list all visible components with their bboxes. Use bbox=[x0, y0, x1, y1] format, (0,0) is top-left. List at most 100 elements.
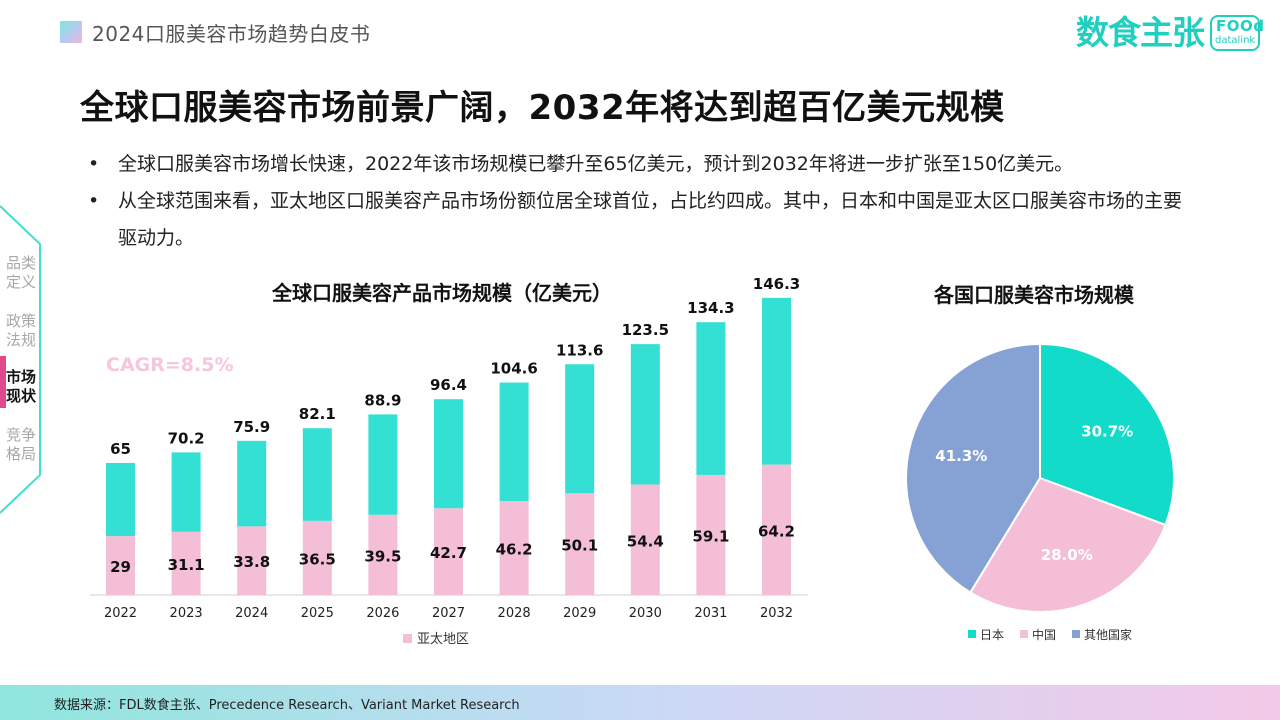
bar-chart-title: 全球口服美容产品市场规模（亿美元） bbox=[272, 281, 612, 305]
side-nav-frame bbox=[0, 205, 41, 514]
x-tick-label: 2028 bbox=[498, 606, 531, 621]
bar-segment-apac bbox=[630, 484, 660, 595]
x-tick-label: 2022 bbox=[104, 606, 137, 621]
bar-segment-rest bbox=[630, 344, 660, 485]
brand-logo-badge-top: FOOd bbox=[1216, 17, 1265, 35]
bar-segment-rest bbox=[696, 322, 726, 475]
pie-slice bbox=[968, 476, 1167, 613]
bar-segment-rest bbox=[499, 382, 529, 502]
side-nav-item-line: 定义 bbox=[6, 273, 37, 291]
x-tick-label: 2031 bbox=[694, 606, 727, 621]
pie-slice-label: 41.3% bbox=[935, 447, 987, 465]
side-nav-item-line: 竞争 bbox=[6, 426, 37, 444]
brand-logo-text: 数食主张 bbox=[1076, 13, 1205, 52]
header-logo-square bbox=[60, 21, 82, 43]
side-nav-item-category[interactable]: 品类 定义 bbox=[6, 254, 40, 292]
bullet-dot: • bbox=[88, 153, 100, 175]
bar-segment-apac bbox=[368, 514, 398, 595]
bar-segment-apac bbox=[434, 508, 463, 595]
side-nav-item-line: 法规 bbox=[6, 331, 37, 349]
bar-value-label-apac: 39.5 bbox=[364, 547, 401, 565]
footer-bar: 数据来源：FDL数食主张、Precedence Research、Variant… bbox=[0, 685, 1280, 720]
x-tick-label: 2025 bbox=[301, 606, 334, 621]
bar-segment-apac bbox=[302, 520, 332, 595]
header-section-title: 2024口服美容市场趋势白皮书 bbox=[92, 22, 371, 46]
bar-total-label: 65 bbox=[110, 440, 131, 458]
pie-slice-label: 28.0% bbox=[1041, 546, 1093, 564]
bar-total-label: 82.1 bbox=[299, 405, 336, 423]
bar-segment-apac bbox=[171, 531, 201, 595]
bullet-text: 全球口服美容市场增长快速，2022年该市场规模已攀升至65亿美元，预计到2032… bbox=[118, 153, 1074, 175]
pie-chart-title: 各国口服美容市场规模 bbox=[934, 283, 1134, 307]
bar-total-label: 146.3 bbox=[753, 275, 800, 293]
bar-segment-apac bbox=[762, 464, 791, 595]
bar-value-label-apac: 42.7 bbox=[430, 544, 467, 562]
bar-value-label-apac: 64.2 bbox=[758, 522, 795, 540]
bar-segment-rest bbox=[106, 462, 135, 537]
x-tick-label: 2024 bbox=[235, 606, 268, 621]
side-nav-active-indicator bbox=[0, 356, 6, 408]
bar-total-label: 104.6 bbox=[490, 360, 537, 378]
side-nav-item-line: 政策 bbox=[6, 312, 37, 330]
bar-segment-apac bbox=[565, 493, 595, 595]
side-nav-item-line: 格局 bbox=[6, 445, 37, 463]
bar-segment-rest bbox=[368, 414, 398, 515]
pie-legend-label: 日本 bbox=[980, 628, 1004, 642]
bar-total-label: 123.5 bbox=[622, 321, 669, 339]
x-tick-label: 2030 bbox=[629, 606, 662, 621]
x-tick-label: 2027 bbox=[432, 606, 465, 621]
brand-logo-badge: FOOd datalink bbox=[1210, 15, 1264, 51]
bar-segment-apac bbox=[696, 474, 726, 595]
side-nav-item-line: 市场 bbox=[6, 368, 37, 386]
x-tick-label: 2026 bbox=[366, 606, 399, 621]
bar-segment-rest bbox=[237, 440, 267, 527]
bar-total-label: 75.9 bbox=[233, 418, 270, 436]
bullet-item: • 从全球范围来看，亚太地区口服美容产品市场份额位居全球首位，占比约四成。其中，… bbox=[88, 183, 1198, 257]
page-title: 全球口服美容市场前景广阔，2032年将达到超百亿美元规模 bbox=[80, 88, 1005, 128]
side-nav bbox=[0, 200, 44, 520]
bar-value-label-apac: 50.1 bbox=[561, 537, 598, 555]
bullet-item: • 全球口服美容市场增长快速，2022年该市场规模已攀升至65亿美元，预计到20… bbox=[88, 146, 1198, 183]
bar-segment-apac bbox=[106, 536, 135, 595]
brand-logo-badge-bottom: datalink bbox=[1215, 35, 1256, 46]
pie-slice bbox=[905, 342, 1041, 594]
footer-source: 数据来源：FDL数食主张、Precedence Research、Variant… bbox=[54, 698, 520, 713]
bullet-list: • 全球口服美容市场增长快速，2022年该市场规模已攀升至65亿美元，预计到20… bbox=[88, 146, 1198, 257]
brand-logo: 数食主张 FOOd datalink bbox=[1076, 12, 1264, 54]
bar-value-label-apac: 31.1 bbox=[168, 556, 205, 574]
bar-total-label: 96.4 bbox=[430, 376, 467, 394]
bar-segment-apac bbox=[499, 501, 529, 595]
bar-segment-rest bbox=[434, 399, 463, 509]
pie-legend-swatch bbox=[1072, 630, 1080, 638]
bar-legend-swatch bbox=[403, 634, 412, 643]
x-tick-label: 2023 bbox=[170, 606, 203, 621]
cagr-annotation: CAGR=8.5% bbox=[106, 354, 234, 376]
bar-segment-rest bbox=[171, 452, 201, 532]
side-nav-item-policy[interactable]: 政策 法规 bbox=[6, 312, 40, 350]
bar-value-label-apac: 59.1 bbox=[692, 527, 729, 545]
bar-value-label-apac: 29 bbox=[110, 558, 131, 576]
pie-slice bbox=[1039, 342, 1176, 527]
side-nav-item-line: 品类 bbox=[6, 254, 37, 272]
bar-total-label: 113.6 bbox=[556, 341, 603, 359]
bar-total-label: 134.3 bbox=[687, 299, 734, 317]
bar-total-label: 70.2 bbox=[168, 429, 205, 447]
pie-legend-label: 中国 bbox=[1032, 627, 1056, 642]
bar-value-label-apac: 54.4 bbox=[627, 532, 664, 550]
bar-total-label: 88.9 bbox=[364, 391, 401, 409]
pie-legend-label: 其他国家 bbox=[1084, 627, 1132, 642]
bar-value-label-apac: 36.5 bbox=[299, 550, 336, 568]
side-nav-item-competition[interactable]: 竞争 格局 bbox=[6, 426, 40, 464]
side-nav-item-market[interactable]: 市场 现状 bbox=[6, 368, 40, 406]
bullet-text: 从全球范围来看，亚太地区口服美容产品市场份额位居全球首位，占比约四成。其中，日本… bbox=[118, 190, 1183, 249]
bar-segment-rest bbox=[565, 364, 595, 494]
pie-legend-swatch bbox=[968, 630, 976, 638]
pie-legend-swatch bbox=[1020, 630, 1028, 638]
pie-slice-label: 30.7% bbox=[1081, 422, 1133, 440]
bullet-dot: • bbox=[88, 190, 100, 212]
bar-segment-apac bbox=[237, 526, 267, 595]
bar-legend-label: 亚太地区 bbox=[417, 632, 469, 647]
x-tick-label: 2032 bbox=[760, 606, 793, 621]
bar-value-label-apac: 33.8 bbox=[233, 553, 270, 571]
